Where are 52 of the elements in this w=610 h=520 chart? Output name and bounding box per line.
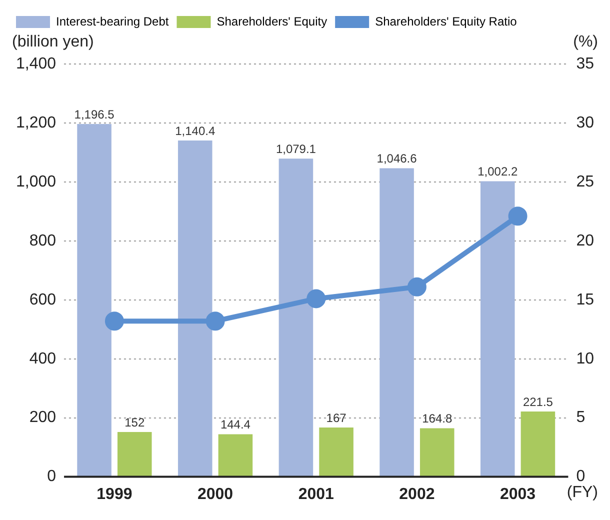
y2-tick-label: 35	[576, 55, 594, 72]
point	[407, 277, 426, 296]
x-tick-label: 2000	[197, 486, 234, 503]
x-tick-label: 2003	[500, 486, 536, 503]
bar	[319, 428, 354, 476]
x-tick-label: 2002	[399, 486, 435, 503]
data-label: 1,079.1	[276, 142, 316, 156]
point	[104, 312, 124, 331]
y2-tick-label: 15	[576, 291, 594, 308]
y-tick-label: 0	[47, 468, 56, 486]
bar	[420, 428, 454, 476]
bar	[520, 411, 556, 476]
data-label: 1,196.5	[74, 107, 115, 122]
y-tick-label: 1,000	[16, 173, 56, 190]
data-label: 164.8	[422, 412, 452, 426]
y2-tick-label: 30	[576, 114, 594, 132]
y2-tick-label: 0	[576, 468, 586, 486]
y-tick-label: 200	[29, 409, 56, 426]
data-label: 1,002.2	[478, 164, 518, 179]
y-tick-label: 1,400	[16, 55, 56, 72]
point	[306, 289, 326, 308]
y2-tick-label: 20	[576, 232, 594, 250]
bar	[480, 181, 515, 476]
y-tick-label: 400	[29, 350, 56, 368]
y-axis-title: (billion yen)	[12, 33, 94, 50]
point	[206, 312, 225, 331]
bar	[77, 124, 112, 476]
legend-label: Interest-bearing Debt	[56, 14, 170, 28]
x-tick-label: 2001	[298, 486, 334, 503]
y-tick-label: 800	[29, 232, 56, 250]
data-label: 1,046.6	[376, 152, 418, 166]
point	[508, 206, 528, 226]
x-tick-label: 1999	[96, 486, 132, 503]
bar	[278, 158, 314, 476]
data-label: 1,140.4	[175, 124, 216, 138]
y2-tick-label: 5	[576, 409, 586, 426]
y-tick-label: 600	[29, 291, 56, 308]
data-label: 152	[124, 415, 145, 430]
bar	[178, 140, 212, 476]
legend-label: Shareholders' Equity	[216, 14, 328, 28]
y2-tick-label: 25	[576, 173, 594, 190]
y2-tick-label: 10	[576, 350, 594, 368]
bar	[218, 434, 253, 476]
y-tick-label: 1,200	[16, 114, 56, 132]
bar	[117, 432, 152, 476]
data-label: 221.5	[522, 394, 554, 409]
data-label: 167	[326, 410, 347, 425]
x-axis-title: (FY)	[566, 484, 598, 502]
data-label: 144.4	[220, 418, 251, 432]
y2-axis-title: (%)	[573, 33, 598, 50]
bar	[380, 168, 414, 476]
legend-label: Shareholders' Equity Ratio	[375, 14, 518, 28]
